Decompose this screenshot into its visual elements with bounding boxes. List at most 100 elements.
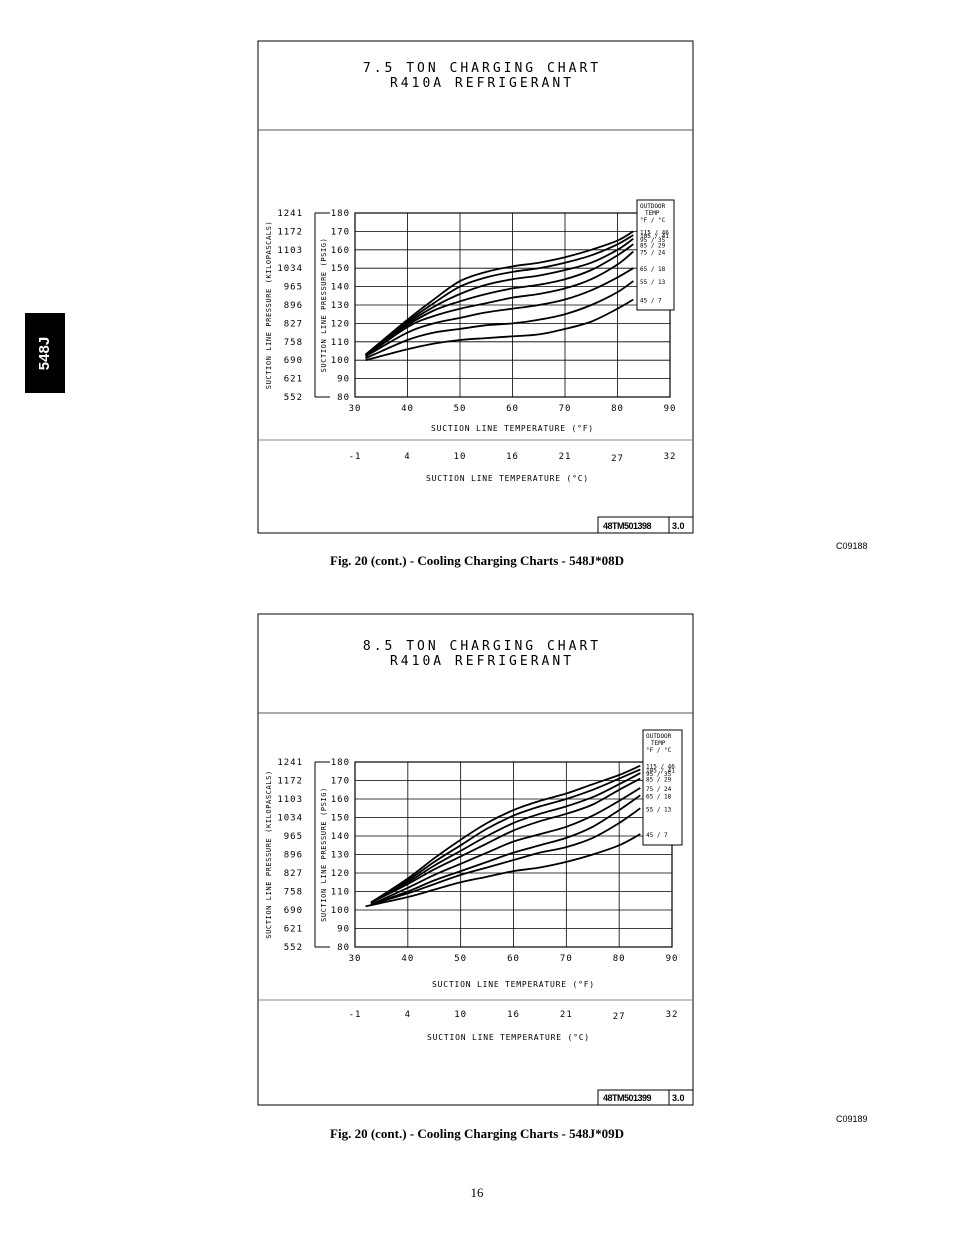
kpa-tick-label: 758 [284,888,303,898]
celsius-tick-label: 10 [454,1010,467,1020]
celsius-tick-label: 4 [405,1010,411,1020]
legend-entry: 55 / 13 [640,279,666,286]
legend-entry: 65 / 18 [640,266,666,273]
kpa-tick-label: 896 [284,851,303,861]
celsius-tick-label: 10 [454,452,467,462]
chart-frame [257,40,694,534]
kpa-tick-label: 827 [284,319,303,329]
series-line [364,250,634,358]
legend-entry: 95 / 35 [640,237,666,244]
y-tick-label: 170 [331,227,350,237]
legend-entry: 115 / 46 [646,764,675,771]
series-line [370,768,641,904]
x-axis-label: SUCTION LINE TEMPERATURE (°F) [431,424,594,433]
legend-entry: 65 / 18 [646,793,672,800]
kpa-tick-label: 690 [284,906,303,916]
celsius-tick-label: 32 [666,1010,679,1020]
y-tick-label: 170 [331,777,350,787]
series-line [365,267,634,358]
legend-entry: 105 / 41 [646,767,675,774]
series-line [370,772,641,904]
series-line [364,230,634,356]
x-tick-label: 60 [507,954,520,964]
drawing-code: 48TM501398 [603,521,652,531]
x-tick-label: 40 [401,954,414,964]
kpa-tick-label: 1034 [277,814,303,824]
code-box [597,1089,694,1106]
legend-entry: 115 / 46 [640,229,669,236]
legend-entry: 75 / 24 [640,250,666,257]
legend-entry: 105 / 41 [640,233,669,240]
kpa-tick-label: 690 [284,356,303,366]
celsius-tick-label: 16 [507,1010,520,1020]
chart-subtitle: R410A REFRIGERANT [390,76,574,91]
section-tab: 548J [25,313,65,393]
page-number: 16 [470,1185,484,1200]
y-tick-label: 110 [331,888,350,898]
x-axis-label: SUCTION LINE TEMPERATURE (°F) [432,980,595,989]
legend-entry: 85 / 29 [640,242,666,249]
kpa-tick-label: 552 [284,943,303,953]
kpa-tick-label: 1103 [277,246,303,256]
drawing-rev: 3.0 [672,521,685,531]
y-tick-label: 180 [331,209,350,219]
series-line [364,238,634,356]
celsius-tick-label: 16 [506,452,519,462]
kpa-tick-label: 621 [284,925,303,935]
series-line [370,777,641,904]
x-tick-label: 90 [666,954,679,964]
legend-box [642,729,683,846]
legend-title: TEMP [651,740,666,747]
x-tick-label: 70 [560,954,573,964]
x-tick-label: 60 [506,404,519,414]
legend-units: °F / °C [646,747,672,754]
x-tick-label: 50 [454,404,467,414]
legend-title: OUTDOOR [640,203,666,210]
series-line [365,280,634,360]
y-tick-label: 100 [331,356,350,366]
y-tick-label: 110 [331,338,350,348]
celsius-tick-label: 27 [613,1012,626,1022]
celsius-tick-label: -1 [349,1010,362,1020]
legend-box [636,199,675,311]
kpa-tick-label: 758 [284,338,303,348]
legend-entry: 45 / 7 [640,297,662,304]
kpa-tick-label: 552 [284,393,303,403]
x-tick-label: 50 [454,954,467,964]
figure-id: C09188 [836,541,868,551]
y-axis-label: SUCTION LINE PRESSURE (PSIG) [320,787,328,922]
series-line [370,787,641,906]
y-tick-label: 180 [331,758,350,768]
code-box [597,516,694,534]
y-tick-label: 100 [331,906,350,916]
y-tick-label: 150 [331,264,350,274]
kpa-tick-label: 621 [284,375,303,385]
y-tick-label: 120 [331,869,350,879]
y-tick-label: 120 [331,319,350,329]
kpa-tick-label: 1241 [277,209,303,219]
x-tick-label: 70 [559,404,572,414]
kpa-tick-label: 896 [284,301,303,311]
drawing-code: 48TM501399 [603,1093,652,1103]
y-tick-label: 150 [331,814,350,824]
y-tick-label: 140 [331,283,350,293]
legend-entry: 45 / 7 [646,832,668,839]
series-line [364,234,634,356]
legend-entry: 85 / 29 [646,777,672,784]
kpa-tick-label: 1241 [277,758,303,768]
y-tick-label: 130 [331,301,350,311]
figure-caption: Fig. 20 (cont.) - Cooling Charging Chart… [330,1126,624,1141]
x-tick-label: 80 [611,404,624,414]
x-tick-label: 80 [613,954,626,964]
celsius-tick-label: 27 [611,454,624,464]
legend-units: °F / °C [640,217,666,224]
chart-title: 7.5 TON CHARGING CHART [363,61,601,76]
figure-id: C09189 [836,1114,868,1124]
x-tick-label: 40 [401,404,414,414]
x-tick-label: 90 [664,404,677,414]
kpa-tick-label: 965 [284,283,303,293]
celsius-tick-label: 21 [559,452,572,462]
y-tick-label: 90 [337,925,350,935]
kpa-tick-label: 1103 [277,795,303,805]
